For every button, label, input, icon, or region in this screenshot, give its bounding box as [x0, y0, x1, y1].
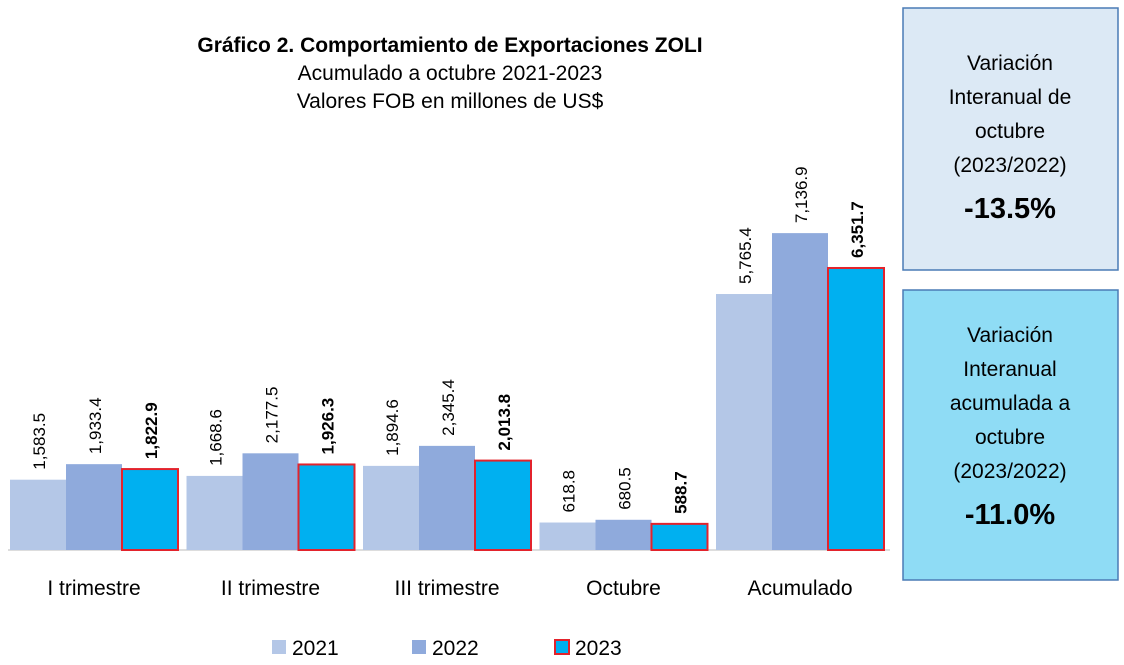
data-label: 7,136.9 [792, 166, 811, 223]
box-text: Interanual de [949, 86, 1072, 109]
legend-swatch [412, 640, 426, 654]
bar [539, 522, 596, 550]
bar [595, 519, 652, 550]
data-label: 1,822.9 [142, 402, 161, 459]
bar [772, 233, 828, 550]
bar [66, 464, 122, 550]
bar [297, 463, 356, 552]
data-label: 1,668.6 [207, 409, 226, 466]
legend-swatch [272, 640, 286, 654]
box-text: octubre [975, 426, 1045, 449]
x-tick-label: III trimestre [394, 577, 499, 600]
data-label: 1,894.6 [383, 399, 402, 456]
chart-subtitle: Valores FOB en millones de US$ [297, 90, 604, 113]
legend-swatch [554, 639, 570, 655]
data-label: 1,926.3 [319, 398, 338, 455]
data-label: 1,583.5 [30, 413, 49, 470]
legend-label: 2022 [432, 637, 479, 660]
box-text: octubre [975, 120, 1045, 143]
data-label: 5,765.4 [736, 227, 755, 284]
box-value: -13.5% [964, 193, 1056, 225]
x-tick-label: I trimestre [47, 577, 140, 600]
data-label: 588.7 [672, 471, 691, 514]
bar [827, 266, 885, 551]
data-label: 2,013.8 [495, 394, 514, 451]
box-text: Interanual [963, 358, 1056, 381]
chart-subtitle: Acumulado a octubre 2021-2023 [298, 62, 603, 85]
box-text: Variación [967, 324, 1053, 347]
bar [363, 465, 419, 550]
legend-label: 2023 [575, 637, 622, 660]
bar [10, 479, 66, 550]
legend-label: 2021 [292, 637, 339, 660]
bar [716, 294, 772, 550]
data-label: 680.5 [616, 467, 635, 510]
data-label: 618.8 [560, 470, 579, 513]
bar [121, 468, 179, 551]
box-text: (2023/2022) [953, 154, 1066, 177]
bar [474, 459, 532, 551]
bar [242, 453, 299, 550]
x-tick-label: Octubre [586, 577, 661, 600]
box-text: Variación [967, 52, 1053, 75]
box-1 [902, 7, 1119, 271]
bar [419, 445, 475, 550]
data-label: 2,177.5 [263, 387, 282, 444]
box-text: (2023/2022) [953, 460, 1066, 483]
data-label: 1,933.4 [86, 397, 105, 454]
bar [186, 475, 243, 550]
x-tick-label: II trimestre [221, 577, 320, 600]
box-text: acumulada a [950, 392, 1071, 415]
bar [650, 522, 709, 551]
box-2 [902, 289, 1119, 581]
chart-title: Gráfico 2. Comportamiento de Exportacion… [197, 34, 702, 57]
x-tick-label: Acumulado [747, 577, 852, 600]
data-label: 2,345.4 [439, 379, 458, 436]
box-value: -11.0% [965, 499, 1055, 531]
data-label: 6,351.7 [848, 201, 867, 258]
